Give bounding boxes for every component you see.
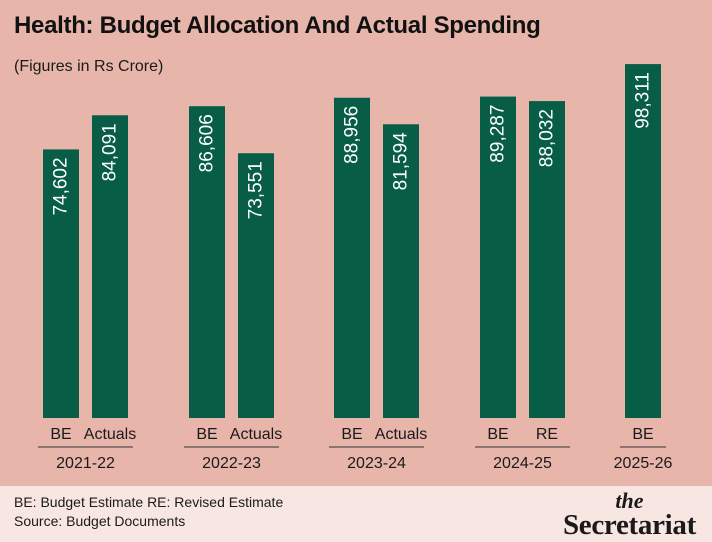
abbreviation-legend: BE: Budget Estimate RE: Revised Estimate xyxy=(14,494,284,510)
brand-logo-top: the xyxy=(615,488,644,513)
bar-2024-25-re xyxy=(529,101,565,418)
bar-category-label: RE xyxy=(536,426,558,443)
bar-value-label: 73,551 xyxy=(246,161,267,219)
bar-value-label: 84,091 xyxy=(100,123,121,181)
year-label: 2022-23 xyxy=(202,455,261,472)
year-label: 2024-25 xyxy=(493,455,552,472)
source-note: Source: Budget Documents xyxy=(14,513,186,529)
bar-2021-22-be xyxy=(43,149,79,418)
bar-value-label: 89,287 xyxy=(488,105,509,163)
bar-value-label: 74,602 xyxy=(51,157,72,215)
bar-value-label: 88,956 xyxy=(342,106,363,164)
bar-category-label: Actuals xyxy=(84,426,136,443)
bar-value-label: 81,594 xyxy=(391,132,412,191)
bar-category-label: Actuals xyxy=(375,426,427,443)
bar-value-label: 86,606 xyxy=(197,114,218,172)
brand-logo-bottom: Secretariat xyxy=(562,509,696,541)
bar-category-label: BE xyxy=(341,426,362,443)
footer: BE: Budget Estimate RE: Revised Estimate… xyxy=(0,486,712,542)
bar-category-label: BE xyxy=(196,426,217,443)
brand-logo: the Secretariat xyxy=(562,488,696,541)
year-label: 2023-24 xyxy=(347,455,406,472)
bar-value-label: 98,311 xyxy=(633,72,654,129)
bar-category-label: BE xyxy=(50,426,71,443)
bar-2021-22-actuals xyxy=(92,115,128,418)
bar-category-label: Actuals xyxy=(230,426,282,443)
bar-chart: 74,602 BE 84,091 Actuals 2021-22 86,606 BE 73,5… xyxy=(38,64,673,472)
bar-category-label: BE xyxy=(487,426,508,443)
chart-title: Health: Budget Allocation And Actual Spe… xyxy=(14,12,541,39)
bar-value-label: 88,032 xyxy=(537,109,558,167)
bar-2024-25-be xyxy=(480,96,516,418)
bar-2023-24-be xyxy=(334,97,370,419)
bar-2025-26-be xyxy=(625,64,661,419)
bar-category-label: BE xyxy=(632,426,653,443)
bar-2023-24-actuals xyxy=(383,124,419,418)
bar-2022-23-be xyxy=(189,106,225,419)
bar-2022-23-actuals xyxy=(238,153,274,418)
year-label: 2021-22 xyxy=(56,455,115,472)
chart-subtitle: (Figures in Rs Crore) xyxy=(14,58,164,75)
year-label: 2025-26 xyxy=(614,455,673,472)
